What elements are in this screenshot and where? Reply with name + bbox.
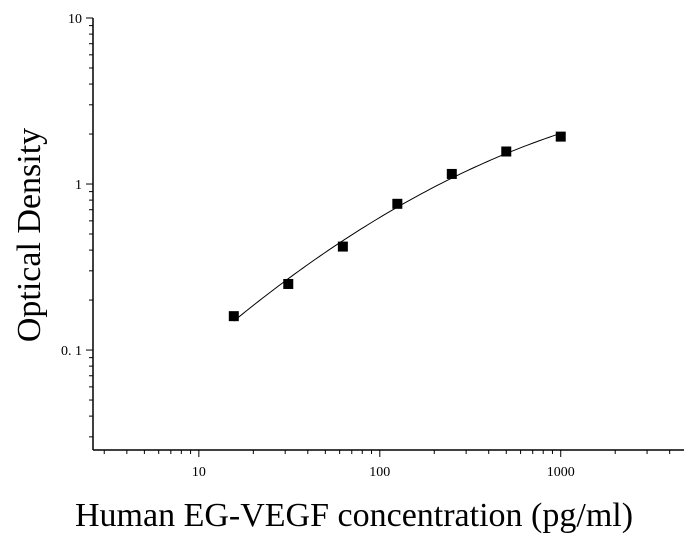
- data-point: [501, 146, 512, 157]
- y-ticks: 10 1 0. 1: [61, 12, 93, 438]
- axes: [92, 18, 684, 451]
- x-tick-label: 10: [192, 465, 206, 480]
- y-tick-label: 0. 1: [61, 344, 82, 359]
- fit-curve: [233, 132, 561, 322]
- data-points: [228, 131, 566, 322]
- data-point: [555, 131, 566, 142]
- x-tick-label: 100: [369, 465, 390, 480]
- x-ticks: 10 100 1000: [103, 450, 671, 480]
- y-axis-title: Optical Density: [11, 128, 48, 342]
- x-tick-label: 1000: [547, 465, 575, 480]
- data-point: [392, 198, 403, 209]
- y-tick-label: 10: [68, 12, 82, 27]
- x-axis-title: Human EG-VEGF concentration (pg/ml): [75, 497, 633, 534]
- data-point: [228, 311, 239, 322]
- data-point: [337, 241, 348, 252]
- y-tick-label: 1: [75, 178, 82, 193]
- data-point: [446, 168, 457, 179]
- data-point: [283, 278, 294, 289]
